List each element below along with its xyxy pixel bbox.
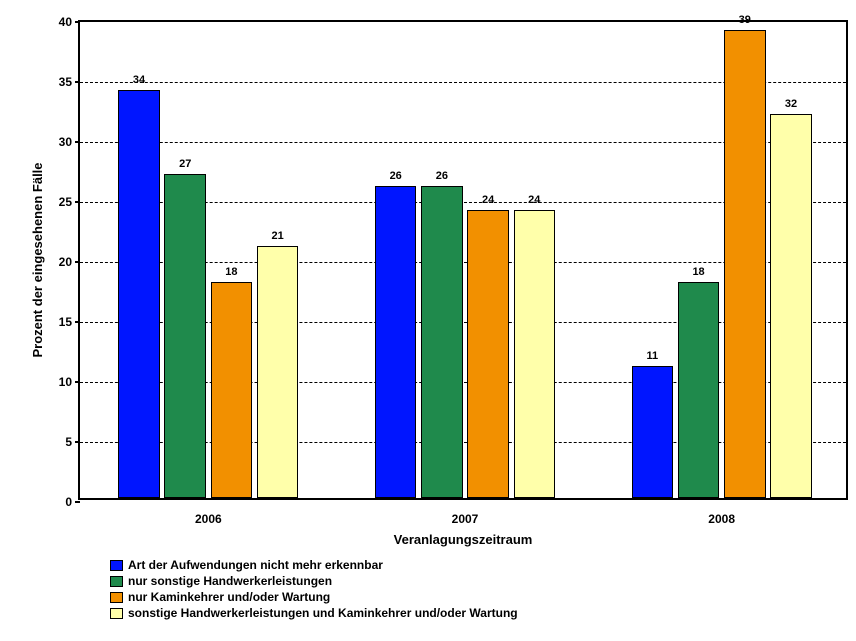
chart-container: 0510152025303540200634271821200726262424… — [10, 10, 856, 631]
x-tick-label: 2007 — [452, 498, 479, 526]
legend-item: sonstige Handwerkerleistungen und Kamink… — [110, 606, 518, 621]
x-tick-label: 2006 — [195, 498, 222, 526]
y-tick-mark — [75, 141, 80, 143]
legend-label: Art der Aufwendungen nicht mehr erkennba… — [128, 558, 383, 573]
bar — [678, 282, 720, 498]
legend-swatch — [110, 560, 123, 571]
bar-value-label: 24 — [482, 194, 494, 206]
bar — [724, 30, 766, 498]
y-axis-title: Prozent der eingesehenen Fälle — [30, 162, 45, 357]
legend-label: nur Kaminkehrer und/oder Wartung — [128, 590, 330, 605]
bar — [514, 210, 556, 498]
y-tick-mark — [75, 321, 80, 323]
y-tick-mark — [75, 21, 80, 23]
legend: Art der Aufwendungen nicht mehr erkennba… — [110, 558, 518, 622]
bar — [118, 90, 160, 498]
y-tick-mark — [75, 261, 80, 263]
bar — [770, 114, 812, 498]
bar-value-label: 34 — [133, 74, 145, 86]
bar-value-label: 39 — [739, 14, 751, 26]
y-tick-mark — [75, 201, 80, 203]
legend-swatch — [110, 576, 123, 587]
legend-item: Art der Aufwendungen nicht mehr erkennba… — [110, 558, 518, 573]
legend-swatch — [110, 608, 123, 619]
y-tick-mark — [75, 381, 80, 383]
legend-item: nur sonstige Handwerkerleistungen — [110, 574, 518, 589]
x-axis-title: Veranlagungszeitraum — [394, 532, 533, 547]
legend-item: nur Kaminkehrer und/oder Wartung — [110, 590, 518, 605]
bar — [375, 186, 417, 498]
bar-value-label: 32 — [785, 98, 797, 110]
bar — [164, 174, 206, 498]
y-tick-mark — [75, 441, 80, 443]
y-tick-mark — [75, 81, 80, 83]
bar-value-label: 26 — [436, 170, 448, 182]
y-tick-mark — [75, 501, 80, 503]
legend-swatch — [110, 592, 123, 603]
legend-label: nur sonstige Handwerkerleistungen — [128, 574, 332, 589]
x-tick-label: 2008 — [708, 498, 735, 526]
bar-value-label: 24 — [528, 194, 540, 206]
bar — [211, 282, 253, 498]
bar — [257, 246, 299, 498]
bar-value-label: 18 — [692, 266, 704, 278]
bar-value-label: 27 — [179, 158, 191, 170]
plot-area: 0510152025303540200634271821200726262424… — [78, 20, 848, 500]
bar-value-label: 21 — [272, 230, 284, 242]
bar-value-label: 11 — [647, 350, 659, 362]
bar-value-label: 18 — [225, 266, 237, 278]
legend-label: sonstige Handwerkerleistungen und Kamink… — [128, 606, 518, 621]
bar-value-label: 26 — [390, 170, 402, 182]
bar — [421, 186, 463, 498]
bar — [632, 366, 674, 498]
bar — [467, 210, 509, 498]
